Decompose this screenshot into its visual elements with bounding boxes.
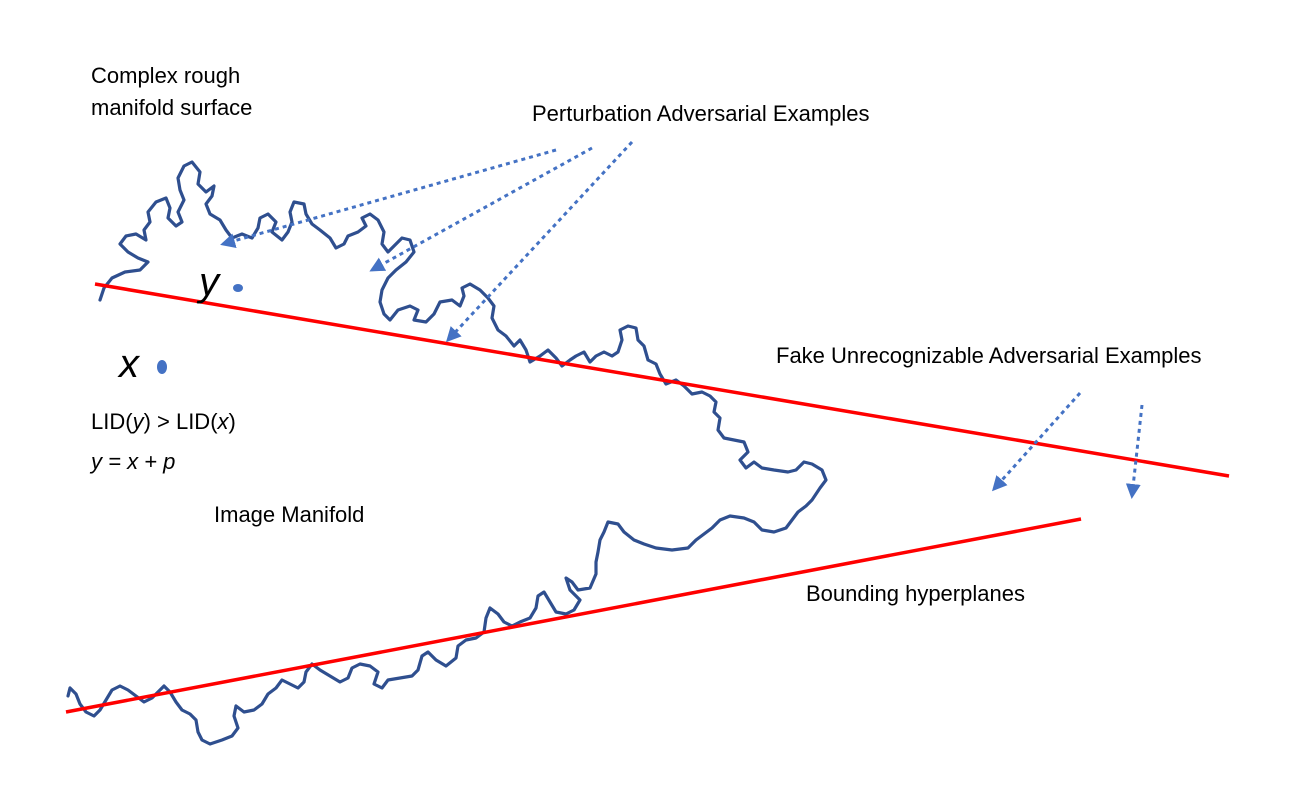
perturbation-equation: y = x + p [91,449,176,474]
perturbation-arrow-2 [369,146,593,272]
perturbation-arrow-1 [220,148,557,248]
image-manifold-label: Image Manifold [214,502,365,527]
point-x-label: x [119,342,139,386]
manifold-curve [66,160,828,746]
perturbation-arrow-3 [445,140,634,343]
upper-hyperplane [94,282,1230,478]
point-y-dot [233,284,243,292]
point-x-dot [157,360,167,374]
fake-arrow-2 [1125,404,1144,499]
lid-part-a: LID( [91,409,133,434]
lid-part-b: ) > LID( [143,409,218,434]
lower-hyperplane [65,517,1082,714]
complex-surface-line2: manifold surface [91,95,253,120]
lid-var-y: y [132,409,144,434]
lid-part-c: ) [228,409,236,434]
lid-var-x: x [217,409,229,434]
fake-examples-label: Fake Unrecognizable Adversarial Examples [776,343,1202,368]
point-y-label: y [199,260,219,304]
bounding-hyperplanes-label: Bounding hyperplanes [806,581,1025,606]
fake-arrow-1 [991,391,1082,492]
complex-surface-line1: Complex rough [91,63,241,88]
complex-surface-label: Complex rough manifold surface [91,60,252,124]
lid-inequality: LID(y) > LID(x) [91,406,236,438]
perturbation-label: Perturbation Adversarial Examples [532,101,870,126]
